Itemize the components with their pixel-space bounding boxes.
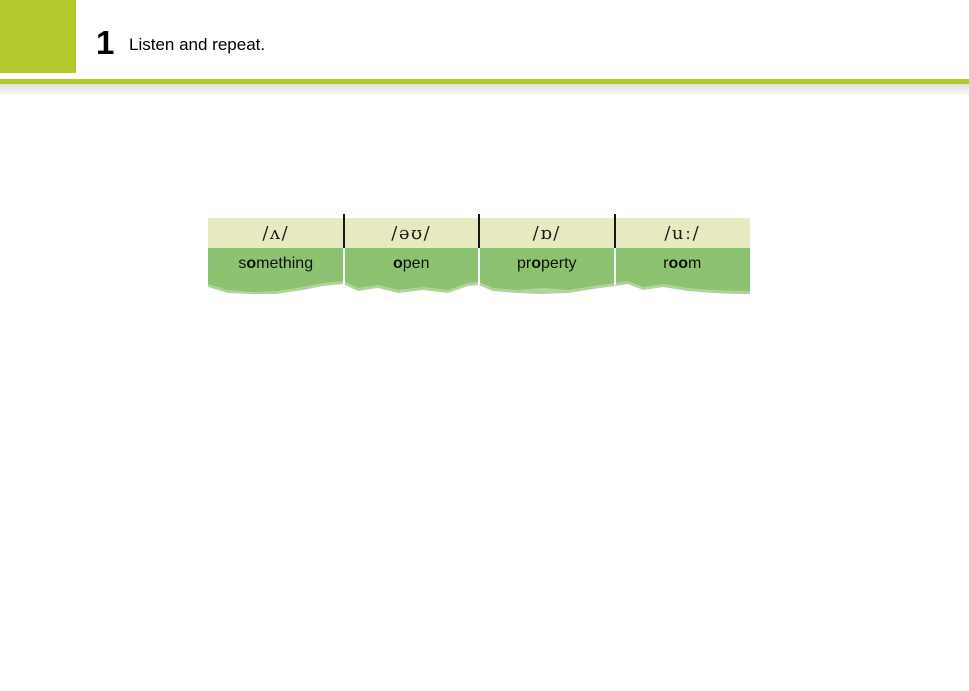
phoneme-cell-4: /uː/	[664, 222, 701, 244]
phoneme-header-row: /ʌ/ /əʊ/ /ɒ/ /uː/	[208, 214, 750, 248]
word-cell-property: pr o perty	[479, 248, 615, 279]
word-column-divider	[613, 248, 616, 285]
word-target-sound: oo	[668, 254, 689, 272]
word-pre: pr	[516, 254, 532, 272]
phonetics-table: /ʌ/ /əʊ/ /ɒ/ /uː/ s o mething o pen pr o pert…	[208, 214, 751, 294]
header-column-divider	[613, 214, 616, 248]
word-post: pen	[402, 254, 430, 272]
header-divider-shadow	[0, 84, 969, 97]
header-column-divider	[342, 214, 345, 248]
header-divider-line	[0, 79, 969, 84]
word-target-sound: o	[531, 254, 541, 272]
header-column-divider	[478, 214, 480, 248]
word-column-divider	[478, 248, 480, 285]
word-post: m	[688, 254, 702, 272]
phoneme-cell-1: /ʌ/	[262, 222, 290, 244]
word-cell-room: r oo m	[615, 248, 751, 279]
word-target-sound: o	[246, 254, 257, 272]
word-cell-something: s o mething	[208, 248, 344, 279]
word-pre: s	[238, 254, 247, 272]
exercise-number: 1	[96, 24, 115, 61]
word-row: s o mething o pen pr o perty r oo m	[208, 248, 751, 285]
corner-accent-square	[0, 0, 76, 73]
phoneme-cell-2: /əʊ/	[391, 222, 432, 244]
word-cell-open: o pen	[344, 248, 480, 279]
word-post: mething	[256, 254, 314, 272]
word-target-sound: o	[393, 254, 403, 272]
word-pre: r	[663, 254, 669, 272]
word-post: perty	[540, 254, 577, 272]
phoneme-cell-3: /ɒ/	[532, 222, 561, 244]
word-column-divider	[342, 248, 345, 285]
exercise-instruction: Listen and repeat.	[129, 35, 266, 54]
